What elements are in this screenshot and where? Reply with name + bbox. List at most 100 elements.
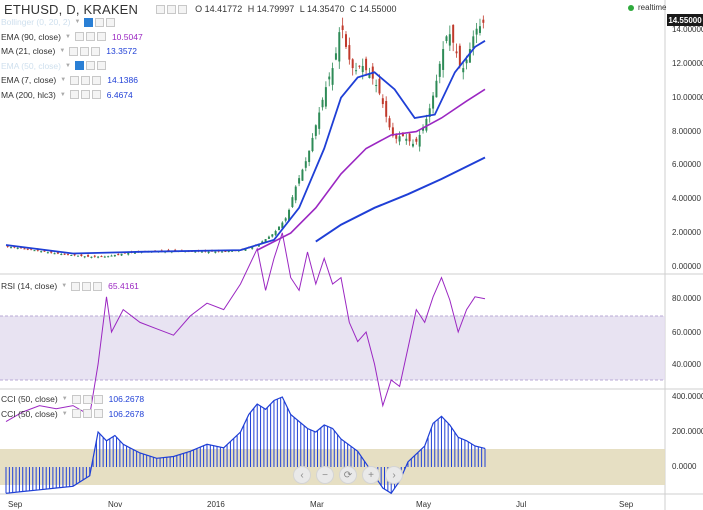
- scroll-right-button[interactable]: ›: [385, 466, 403, 484]
- dropdown-icon[interactable]: ▼: [65, 33, 71, 40]
- eye-icon[interactable]: [74, 32, 84, 41]
- eye-icon[interactable]: [71, 409, 81, 418]
- settings-icon[interactable]: [80, 90, 90, 99]
- scroll-left-button[interactable]: ‹: [293, 466, 311, 484]
- candle-body: [438, 63, 441, 77]
- time-axis-label: Sep: [8, 500, 23, 509]
- candle-body: [355, 70, 358, 72]
- candle-body: [53, 253, 56, 255]
- indicator-name[interactable]: CCI (50, close): [1, 394, 58, 404]
- close-icon[interactable]: [178, 4, 188, 14]
- candle-body: [388, 118, 391, 128]
- candle-body: [251, 246, 254, 249]
- candle-body: [375, 85, 378, 87]
- settings-icon[interactable]: [80, 46, 90, 56]
- eye-icon[interactable]: [84, 17, 94, 27]
- settings-icon[interactable]: [82, 394, 92, 404]
- time-axis-label: Jul: [516, 500, 527, 509]
- indicator-name[interactable]: EMA (90, close): [1, 31, 61, 42]
- candle-body: [311, 137, 314, 152]
- candle-body: [50, 250, 53, 253]
- candle-body: [452, 24, 455, 43]
- close-icon[interactable]: [96, 61, 106, 70]
- candle-body: [110, 255, 113, 257]
- candle-body: [304, 161, 307, 168]
- indicator-name[interactable]: CCI (50, close): [1, 408, 58, 419]
- indicator-name[interactable]: EMA (7, close): [1, 75, 57, 85]
- dropdown-icon[interactable]: ▼: [59, 48, 66, 54]
- reset-button[interactable]: ⟳: [339, 466, 357, 484]
- indicator-name[interactable]: Bollinger (0, 20, 2): [1, 17, 71, 27]
- candle-body: [87, 255, 90, 257]
- dropdown-icon[interactable]: ▼: [61, 283, 68, 289]
- candle-body: [381, 98, 384, 105]
- settings-icon[interactable]: [81, 75, 91, 85]
- candle-body: [425, 118, 428, 131]
- candle-body: [348, 45, 351, 60]
- candle-body: [334, 53, 337, 60]
- settings-icon[interactable]: [156, 4, 166, 14]
- dropdown-icon[interactable]: ▼: [60, 77, 67, 83]
- settings-icon[interactable]: [82, 281, 92, 291]
- rsi-axis-label: 40.0000: [672, 360, 701, 369]
- indicator-value: 13.3572: [106, 46, 138, 56]
- time-axis-label: May: [416, 500, 432, 509]
- candle-body: [267, 236, 270, 239]
- candle-body: [448, 34, 451, 46]
- indicator-legend-row: EMA (7, close) ▼ 14.1386: [1, 74, 138, 86]
- settings-icon[interactable]: [85, 61, 95, 70]
- eye-icon[interactable]: [74, 61, 84, 70]
- indicator-legend-row: MA (21, close) ▼ 13.3572: [1, 45, 137, 57]
- indicator-name[interactable]: RSI (14, close): [1, 281, 58, 291]
- indicator-name[interactable]: MA (200, hlc3): [1, 89, 56, 100]
- symbol-label[interactable]: ETHUSD, D, KRAKEN: [4, 1, 139, 17]
- candle-body: [214, 251, 217, 253]
- candle-body: [100, 256, 103, 258]
- cci-axis-label: 400.0000: [672, 392, 703, 401]
- cci-axis-label: 0.0000: [672, 462, 697, 471]
- eye-icon[interactable]: [69, 46, 79, 56]
- dropdown-icon[interactable]: ▼: [74, 19, 81, 25]
- indicator-legend-row: RSI (14, close) ▼ 65.4161: [1, 280, 139, 292]
- close-icon[interactable]: [91, 46, 101, 56]
- candle-body: [341, 25, 344, 30]
- close-icon[interactable]: [106, 17, 116, 27]
- navigation-controls: ‹ − ⟳ + ›: [293, 466, 408, 484]
- close-icon[interactable]: [93, 394, 103, 404]
- dropdown-icon[interactable]: ▼: [61, 396, 68, 402]
- price-axis-label: 10.00000: [672, 93, 703, 102]
- indicator-name[interactable]: MA (21, close): [1, 46, 56, 56]
- eye-icon[interactable]: [71, 281, 81, 291]
- close-icon[interactable]: [91, 90, 101, 99]
- candle-body: [261, 241, 264, 244]
- close-icon[interactable]: [96, 32, 106, 41]
- zoom-out-button[interactable]: −: [316, 466, 334, 484]
- indicator-name[interactable]: EMA (50, close): [1, 60, 61, 71]
- candle-body: [478, 26, 481, 33]
- candle-body: [422, 127, 425, 131]
- zoom-in-button[interactable]: +: [362, 466, 380, 484]
- eye-icon[interactable]: [69, 90, 79, 99]
- eye-icon[interactable]: [70, 75, 80, 85]
- close-value: C 14.55000: [350, 4, 397, 14]
- close-icon[interactable]: [93, 409, 103, 418]
- hide-icon[interactable]: [167, 4, 177, 14]
- settings-icon[interactable]: [95, 17, 105, 27]
- candle-body: [90, 256, 93, 258]
- candle-body: [103, 256, 106, 258]
- settings-icon[interactable]: [85, 32, 95, 41]
- indicator-value: 14.1386: [107, 75, 138, 85]
- dropdown-icon[interactable]: ▼: [59, 91, 66, 98]
- dropdown-icon[interactable]: ▼: [61, 410, 68, 417]
- candle-body: [66, 254, 69, 256]
- eye-icon[interactable]: [71, 394, 81, 404]
- candle-body: [30, 248, 33, 250]
- candle-body: [405, 138, 408, 141]
- cci-axis-label: 200.0000: [672, 427, 703, 436]
- settings-icon[interactable]: [82, 409, 92, 418]
- close-icon[interactable]: [92, 75, 102, 85]
- dropdown-icon[interactable]: ▼: [65, 62, 71, 69]
- candle-body: [324, 87, 327, 107]
- candle-body: [445, 36, 448, 41]
- close-icon[interactable]: [93, 281, 103, 291]
